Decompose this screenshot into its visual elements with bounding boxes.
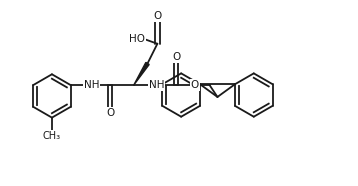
Text: HO: HO: [129, 34, 145, 44]
Text: CH₃: CH₃: [43, 131, 61, 141]
Text: NH: NH: [84, 80, 99, 90]
Text: O: O: [191, 80, 199, 90]
Polygon shape: [134, 62, 149, 85]
Text: O: O: [153, 11, 161, 21]
Text: O: O: [172, 52, 180, 62]
Text: NH: NH: [149, 80, 164, 90]
Text: O: O: [106, 108, 114, 118]
